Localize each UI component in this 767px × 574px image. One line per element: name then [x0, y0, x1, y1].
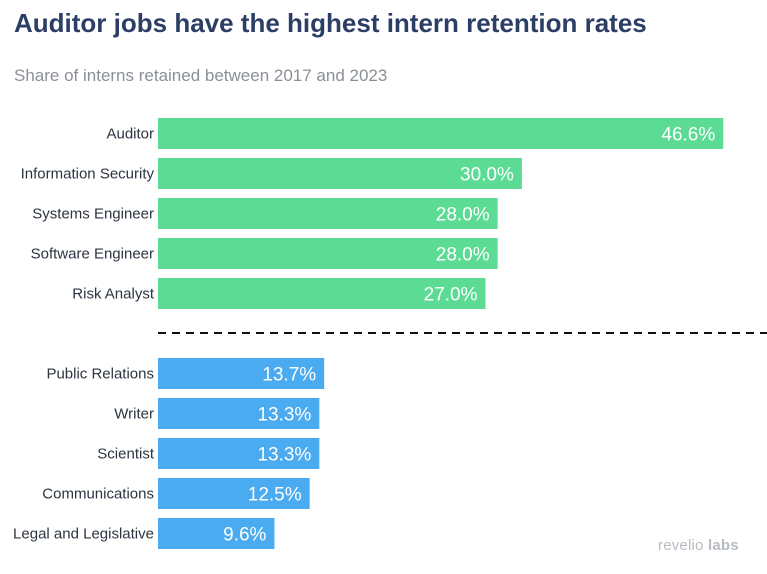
brand-logo-second: labs [707, 537, 739, 554]
category-label-information-security: Information Security [21, 166, 155, 183]
category-label-systems-engineer: Systems Engineer [32, 206, 154, 223]
bar-legal-and-legislative [158, 518, 275, 549]
brand-logo: revelio labs [658, 537, 739, 554]
bar-systems-engineer [158, 198, 498, 229]
value-label-risk-analyst: 27.0% [424, 285, 478, 306]
value-label-software-engineer: 28.0% [436, 245, 490, 266]
bar-auditor [158, 118, 724, 149]
category-label-scientist: Scientist [97, 446, 155, 463]
bar-writer [158, 398, 320, 429]
value-label-communications: 12.5% [248, 485, 302, 506]
category-label-public-relations: Public Relations [46, 366, 154, 383]
value-label-public-relations: 13.7% [262, 365, 316, 386]
brand-logo-first: revelio [658, 537, 704, 554]
value-label-auditor: 46.6% [661, 125, 715, 146]
value-label-information-security: 30.0% [460, 165, 514, 186]
value-label-legal-and-legislative: 9.6% [223, 525, 266, 546]
chart-subtitle: Share of interns retained between 2017 a… [14, 66, 388, 85]
category-label-software-engineer: Software Engineer [31, 246, 154, 263]
category-label-auditor: Auditor [106, 126, 154, 143]
bar-information-security [158, 158, 522, 189]
value-label-systems-engineer: 28.0% [436, 205, 490, 226]
category-label-risk-analyst: Risk Analyst [72, 286, 155, 303]
bar-public-relations [158, 358, 325, 389]
bar-scientist [158, 438, 320, 469]
bar-risk-analyst [158, 278, 486, 309]
chart-title: Auditor jobs have the highest intern ret… [14, 8, 647, 38]
value-label-writer: 13.3% [257, 405, 311, 426]
category-label-communications: Communications [42, 486, 154, 503]
category-label-legal-and-legislative: Legal and Legislative [13, 526, 154, 543]
bar-communications [158, 478, 310, 509]
bar-software-engineer [158, 238, 498, 269]
value-label-scientist: 13.3% [257, 445, 311, 466]
category-label-writer: Writer [114, 406, 154, 423]
